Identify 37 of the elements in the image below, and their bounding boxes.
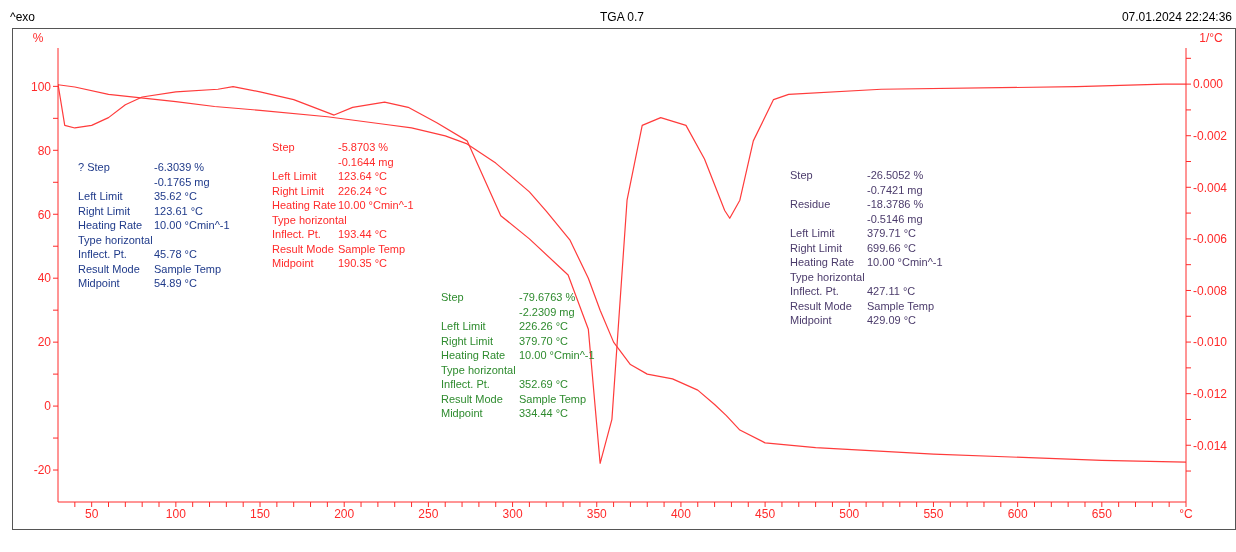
y-tick-label: 80 bbox=[37, 143, 52, 158]
x-tick-label: 150 bbox=[250, 506, 271, 521]
y-tick-label: 100 bbox=[30, 79, 52, 94]
y-tick-label: -20 bbox=[33, 463, 52, 478]
x-tick-label: 200 bbox=[334, 506, 355, 521]
text: ? Step -6.3039 % -0.1765 mg Left Limit 35.62 °C Right Limit 123.61 °C Heating Rate 10.00 °Cmin^-1 Type horizontal Inflect. Pt. 45.78 °C Result Mode Sample Temp Midpoint 54.89 °C bbox=[78, 161, 230, 289]
x-tick-label: 100 bbox=[165, 506, 187, 521]
y2-tick-label: -0.012 bbox=[1193, 386, 1228, 401]
text: ^exo bbox=[10, 10, 35, 24]
x-tick-label: 350 bbox=[586, 506, 608, 521]
x-tick-label: 50 bbox=[84, 506, 99, 521]
y-tick-label: 60 bbox=[37, 207, 52, 222]
x-tick-label: 550 bbox=[923, 506, 944, 521]
x-tick-label: °C bbox=[1179, 506, 1194, 521]
x-tick-label: 600 bbox=[1007, 506, 1028, 521]
y-tick-label: 20 bbox=[37, 335, 52, 350]
text: 07.01.2024 22:24:36 bbox=[1121, 10, 1232, 24]
x-tick-label: 650 bbox=[1091, 506, 1113, 521]
y-axis-title: % bbox=[32, 31, 44, 45]
x-tick-label: 400 bbox=[670, 506, 692, 521]
y2-tick-label: -0.014 bbox=[1193, 438, 1228, 453]
x-tick-label: 300 bbox=[502, 506, 523, 521]
y-tick-label: 40 bbox=[37, 271, 52, 286]
x-tick-label: 500 bbox=[839, 506, 860, 521]
y2-tick-label: -0.006 bbox=[1193, 232, 1228, 247]
y2-tick-label: -0.002 bbox=[1193, 128, 1228, 143]
y2-tick-label: 0.000 bbox=[1193, 77, 1224, 92]
text: Step -26.5052 % -0.7421 mg Residue -18.3786 % -0.5146 mg Left Limit 379.71 °C Right Limit 699.66 °C Heating Rate 10.00 °Cmin^-1 Type horizontal Inflect. Pt. 427.11 °C Result Mode Sample Temp Midpoint 429.09 °C bbox=[790, 169, 943, 326]
x-tick-label: 250 bbox=[418, 506, 439, 521]
y2-tick-label: -0.004 bbox=[1193, 180, 1228, 195]
y2-tick-label: -0.010 bbox=[1193, 335, 1228, 350]
x-tick-label: 450 bbox=[755, 506, 776, 521]
y2-tick-label: -0.008 bbox=[1193, 283, 1228, 298]
chart-title: TGA 0.7 bbox=[599, 10, 645, 24]
text: Step -5.8703 % -0.1644 mg Left Limit 123.64 °C Right Limit 226.24 °C Heating Rate 10.00 °Cmin^-1 Type horizontal Inflect. Pt. 193.44 °C Result Mode Sample Temp Midpoint 190.35 °C bbox=[272, 141, 414, 269]
y-tick-label: 0 bbox=[44, 399, 52, 414]
y2-axis-title: 1/°C bbox=[1199, 31, 1224, 45]
